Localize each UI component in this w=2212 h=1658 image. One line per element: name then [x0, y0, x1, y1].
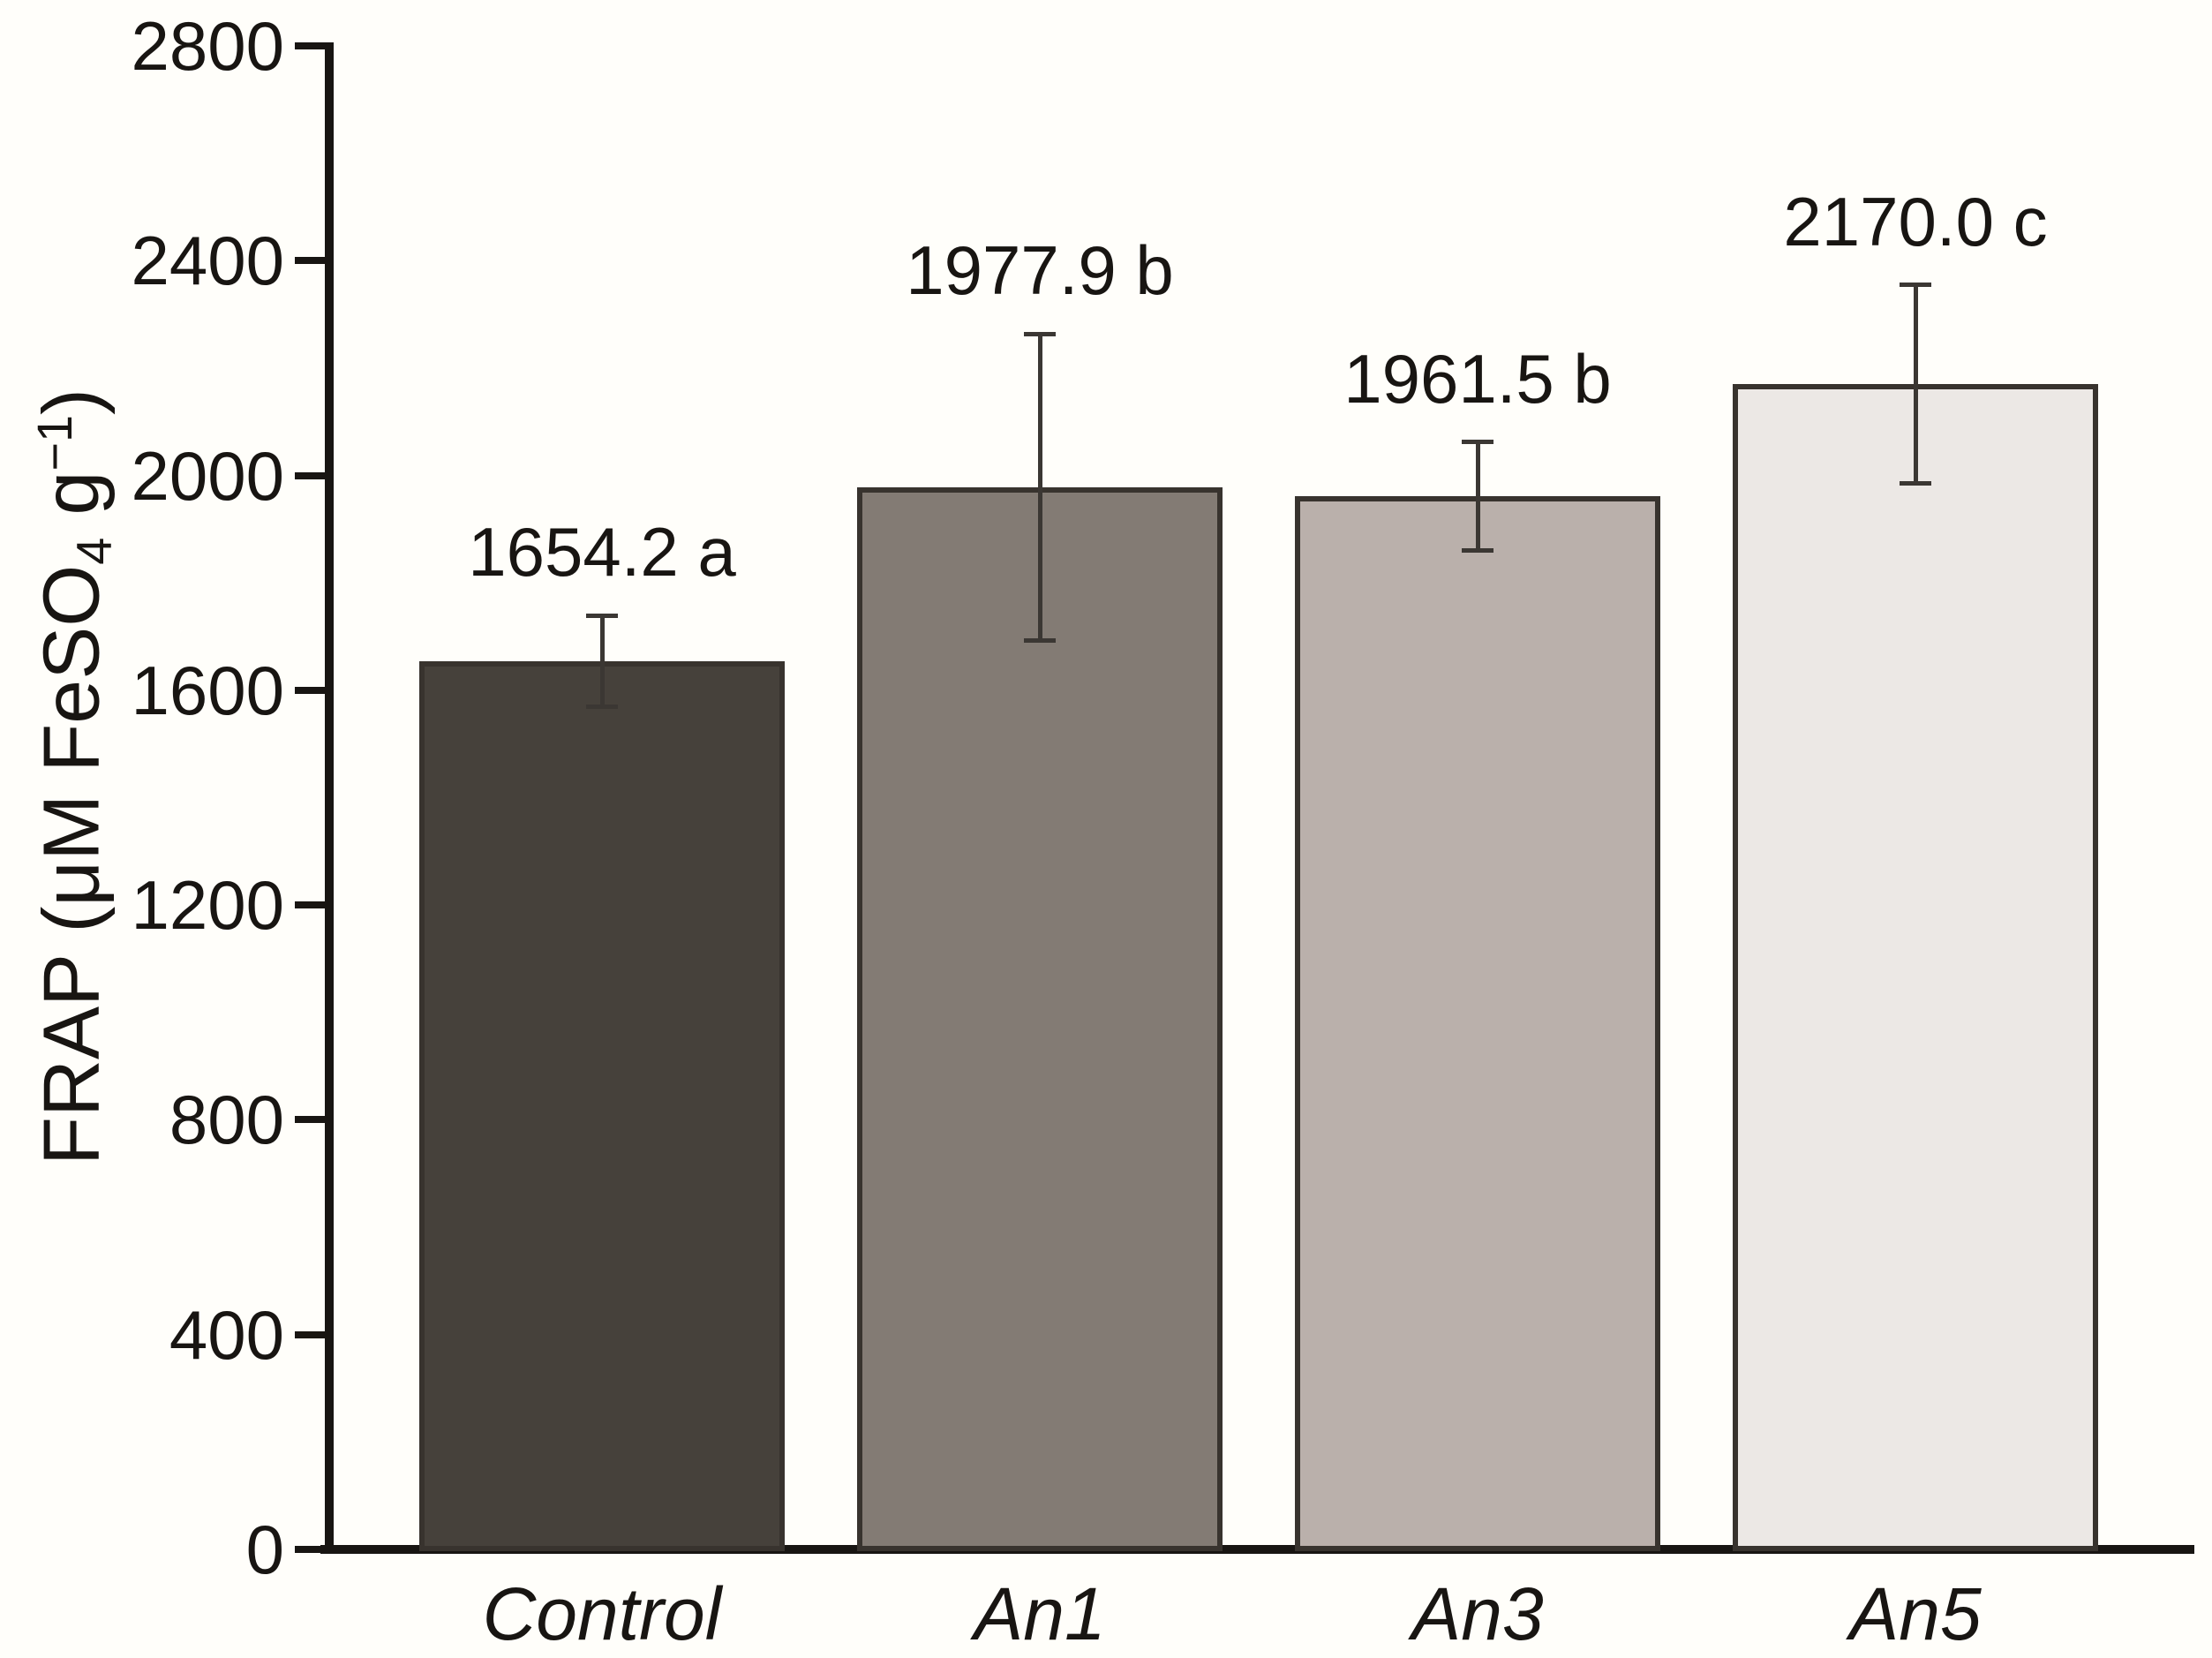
error-bar-cap-top [586, 613, 618, 618]
y-tick-mark [295, 901, 325, 909]
y-tick-mark [295, 42, 325, 49]
y-tick-mark [295, 1330, 325, 1338]
y-tick-mark [295, 257, 325, 265]
y-tick-label: 800 [169, 1081, 284, 1159]
bar-value-label: 1977.9 b [906, 231, 1174, 310]
y-tick-mark [295, 1546, 325, 1553]
y-tick-label: 2400 [131, 222, 284, 300]
y-axis-line [325, 42, 334, 1554]
error-bar-line [599, 615, 605, 707]
error-bar-cap-bottom [586, 705, 618, 710]
error-bar-cap-top [1900, 283, 1931, 288]
x-tick-label-an5: An5 [1849, 1572, 1982, 1655]
bar-an1 [857, 487, 1223, 1551]
y-tick-label: 1200 [131, 866, 284, 945]
bar-value-label: 2170.0 c [1783, 182, 2048, 260]
bar-an5 [1733, 384, 2098, 1551]
y-tick-mark [295, 471, 325, 479]
y-tick-label: 0 [245, 1511, 284, 1588]
error-bar-line [1913, 284, 1918, 484]
error-bar-cap-bottom [1024, 638, 1056, 644]
x-tick-label-control: Control [482, 1572, 722, 1655]
y-tick-label: 1600 [131, 651, 284, 729]
y-tick-label: 400 [169, 1295, 284, 1374]
error-bar-cap-top [1462, 440, 1493, 445]
x-axis-line [320, 1545, 2194, 1554]
y-axis-title-subscript: 4 [65, 537, 122, 565]
y-axis-title-text3: ) [27, 388, 117, 415]
y-tick-label: 2000 [131, 436, 284, 515]
error-bar-cap-top [1024, 331, 1056, 336]
x-tick-label-an1: An1 [974, 1572, 1106, 1655]
bar-an3 [1295, 495, 1660, 1551]
error-bar-line [1037, 334, 1042, 641]
error-bar-cap-bottom [1900, 481, 1931, 486]
bar-control [419, 660, 785, 1551]
bar-value-label: 1654.2 a [468, 513, 736, 592]
error-bar-cap-bottom [1462, 547, 1493, 553]
x-tick-label-an3: An3 [1411, 1572, 1544, 1655]
bar-value-label: 1961.5 b [1343, 339, 1612, 418]
error-bar-line [1475, 441, 1480, 551]
y-tick-label: 2800 [131, 7, 284, 85]
y-tick-mark [295, 686, 325, 694]
y-tick-mark [295, 1116, 325, 1124]
